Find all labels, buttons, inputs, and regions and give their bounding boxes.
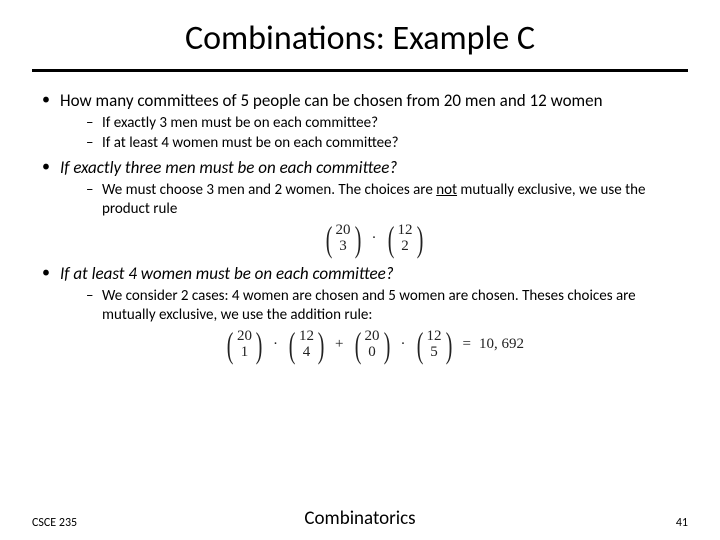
- answer2-sublist: We consider 2 cases: 4 women are chosen …: [60, 287, 688, 325]
- binom-12-4: ( 12 4 ): [286, 329, 327, 361]
- equals-op: =: [461, 335, 473, 354]
- binom-bot: 3: [339, 239, 347, 255]
- answer1-sub: We must choose 3 men and 2 women. The ch…: [80, 181, 688, 219]
- answer1-bullet: If exactly three men must be on each com…: [32, 157, 688, 255]
- paren-open-icon: (: [289, 329, 296, 361]
- binom-top: 12: [299, 329, 314, 345]
- binom-top: 20: [237, 329, 252, 345]
- paren-open-icon: (: [354, 329, 361, 361]
- slide-title: Combinations: Example C: [32, 18, 688, 59]
- answer1-pre: We must choose 3 men and 2 women. The ch…: [102, 181, 436, 199]
- equation1-wrap: ( 20 3 ) · ( 12 2 ): [60, 223, 688, 255]
- paren-close-icon: ): [354, 223, 361, 255]
- footer-topic: Combinatorics: [304, 507, 415, 530]
- binom-20-0: ( 20 0 ): [352, 329, 393, 361]
- bullet-list: How many committees of 5 people can be c…: [32, 90, 688, 361]
- binom-bot: 0: [368, 345, 376, 361]
- question-text: How many committees of 5 people can be c…: [60, 90, 603, 111]
- binom-12-5: ( 12 5 ): [414, 329, 455, 361]
- answer1-heading: If exactly three men must be on each com…: [60, 157, 397, 178]
- answer2-heading: If at least 4 women must be on each comm…: [60, 263, 394, 284]
- dot-op: ·: [370, 229, 379, 248]
- binom-top: 12: [427, 329, 442, 345]
- equation1: ( 20 3 ) · ( 12 2 ): [323, 223, 426, 255]
- paren-close-icon: ): [256, 329, 263, 361]
- binom-12-2: ( 12 2 ): [385, 223, 426, 255]
- question-sub2: If at least 4 women must be on each comm…: [80, 134, 688, 153]
- slide-footer: CSCE 235 Combinatorics 41: [0, 516, 720, 530]
- question-sub1: If exactly 3 men must be on each committ…: [80, 114, 688, 133]
- binom-bot: 1: [241, 345, 249, 361]
- binom-20-3: ( 20 3 ): [323, 223, 364, 255]
- equation2-wrap: ( 20 1 ) · ( 12 4 ) +: [60, 329, 688, 361]
- dot-op: ·: [271, 335, 280, 354]
- footer-page-number: 41: [676, 516, 688, 530]
- paren-open-icon: (: [227, 329, 234, 361]
- paren-close-icon: ): [416, 223, 423, 255]
- answer2-bullet: If at least 4 women must be on each comm…: [32, 263, 688, 361]
- binom-top: 20: [365, 329, 380, 345]
- question-sublist: If exactly 3 men must be on each committ…: [60, 114, 688, 153]
- question-bullet: How many committees of 5 people can be c…: [32, 90, 688, 153]
- paren-open-icon: (: [325, 223, 332, 255]
- binom-bot: 2: [401, 239, 409, 255]
- binom-top: 12: [398, 223, 413, 239]
- binom-bot: 5: [430, 345, 438, 361]
- paren-close-icon: ): [383, 329, 390, 361]
- binom-top: 20: [336, 223, 351, 239]
- title-rule: [32, 69, 688, 72]
- equation2: ( 20 1 ) · ( 12 4 ) +: [224, 329, 524, 361]
- binom-bot: 4: [303, 345, 311, 361]
- binom-20-1: ( 20 1 ): [224, 329, 265, 361]
- answer2-sub: We consider 2 cases: 4 women are chosen …: [80, 287, 688, 325]
- plus-op: +: [333, 335, 345, 354]
- equation2-result: 10, 692: [479, 335, 524, 354]
- paren-close-icon: ): [445, 329, 452, 361]
- answer1-sublist: We must choose 3 men and 2 women. The ch…: [60, 181, 688, 219]
- answer1-not: not: [436, 181, 457, 199]
- dot-op: ·: [399, 335, 408, 354]
- paren-close-icon: ): [318, 329, 325, 361]
- paren-open-icon: (: [416, 329, 423, 361]
- paren-open-icon: (: [387, 223, 394, 255]
- footer-course: CSCE 235: [32, 516, 77, 530]
